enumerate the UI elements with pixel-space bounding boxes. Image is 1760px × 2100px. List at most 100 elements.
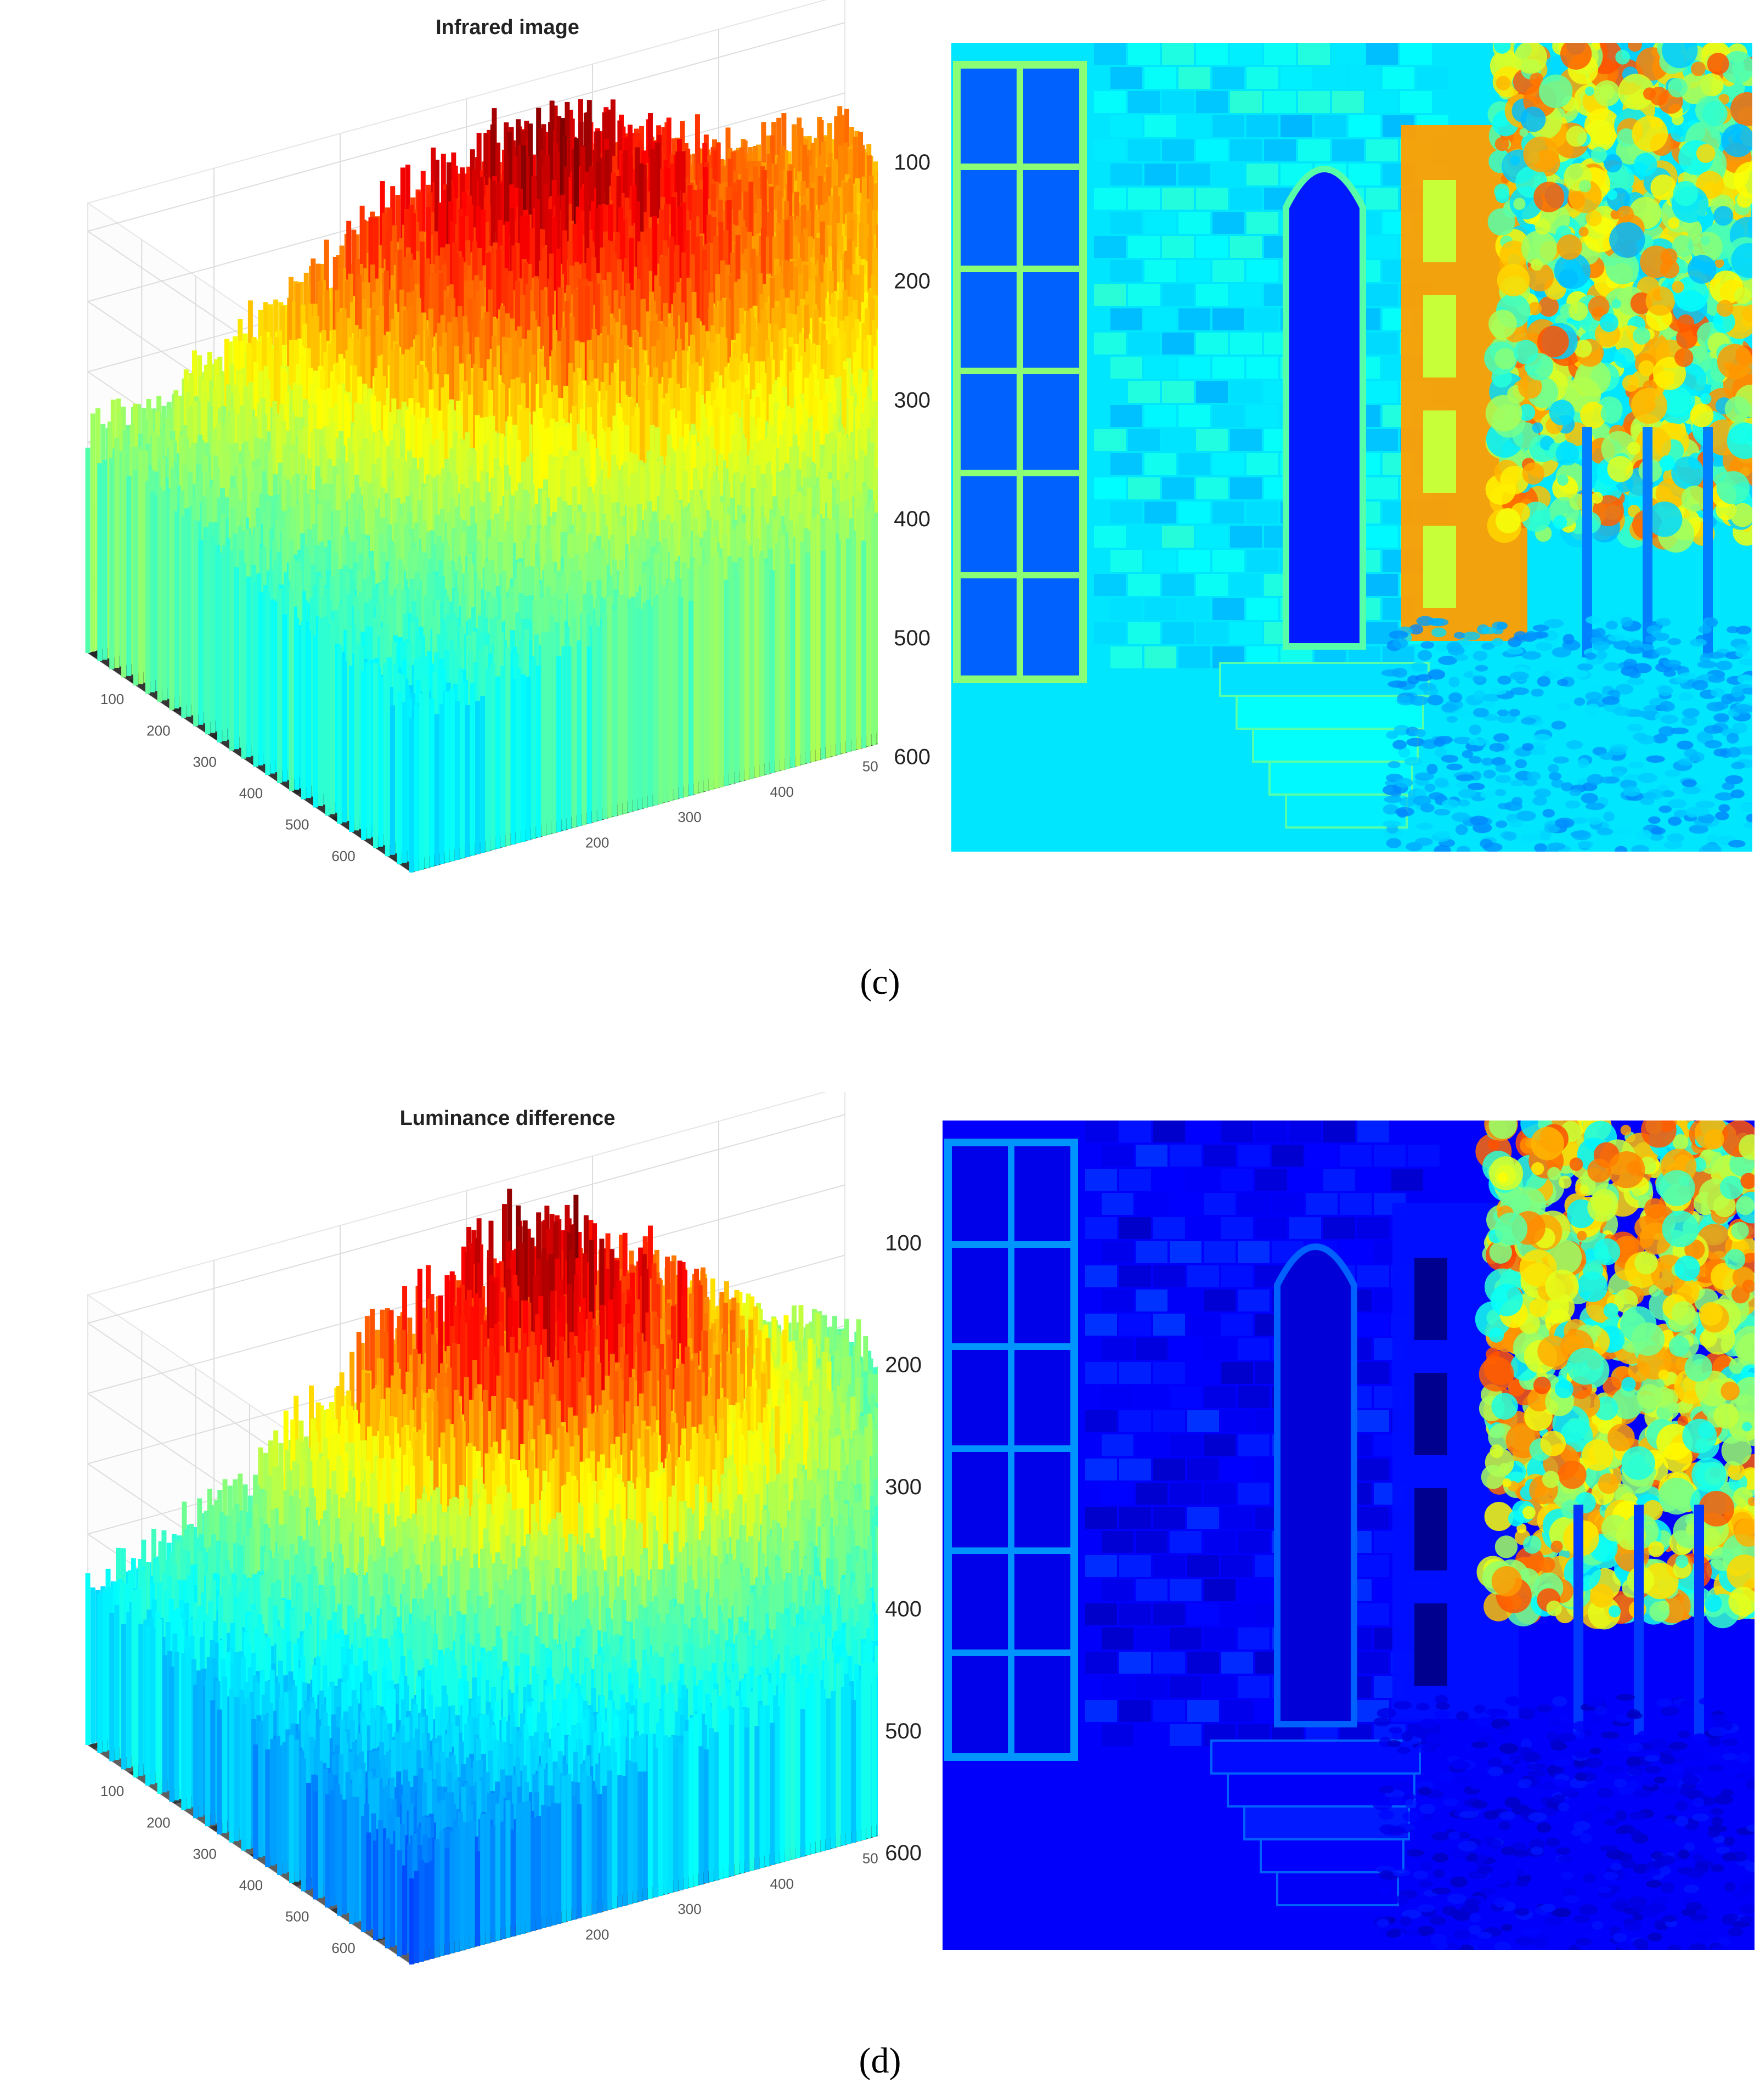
y-tick-label: 500 — [285, 817, 309, 833]
surface-column — [582, 611, 587, 825]
facade-brick — [1196, 622, 1228, 644]
surface-column — [145, 481, 150, 694]
surface-column — [724, 579, 729, 786]
surface-column — [385, 675, 390, 857]
facade-brick — [1128, 43, 1160, 65]
facade-brick — [1332, 91, 1364, 113]
surface-column — [668, 581, 673, 801]
facade-brick — [1230, 429, 1262, 451]
facade-brick — [1162, 429, 1194, 451]
surface-column — [241, 562, 246, 759]
facade-brick — [1144, 164, 1176, 185]
facade-brick — [1162, 333, 1194, 354]
surface-column — [409, 718, 414, 872]
surface-column — [638, 609, 643, 810]
surface-column — [729, 569, 734, 785]
surface-column — [597, 626, 602, 821]
facade-brick — [1162, 574, 1194, 596]
surface-column — [475, 701, 480, 854]
facade-brick — [1212, 550, 1244, 572]
surface-column — [258, 592, 263, 765]
surface-column — [470, 683, 475, 856]
facade-brick — [1162, 188, 1194, 210]
facade-brick — [1162, 284, 1194, 306]
facade-brick — [1162, 622, 1194, 644]
surface-column — [734, 573, 740, 783]
facade-brick — [1162, 91, 1194, 113]
facade-brick — [1246, 260, 1278, 282]
facade-brick — [1196, 574, 1228, 596]
surface-column — [234, 567, 239, 750]
surface-column — [282, 614, 287, 782]
surface-column — [770, 570, 775, 773]
facade-brick — [1162, 236, 1194, 258]
surface-column — [612, 610, 617, 817]
facade-brick — [1144, 67, 1176, 89]
surface-column — [361, 671, 366, 840]
step — [1236, 695, 1424, 730]
surface-column — [602, 613, 607, 820]
facade-brick — [1230, 574, 1262, 596]
facade-brick — [1366, 284, 1398, 306]
facade-brick — [1366, 477, 1398, 499]
surface-column — [556, 656, 562, 832]
facade-brick — [1230, 526, 1262, 548]
surface-column — [764, 563, 770, 775]
facade-brick — [1144, 212, 1176, 234]
surface-column — [714, 551, 719, 789]
surface-column — [810, 519, 816, 762]
surface-column — [444, 691, 450, 863]
surface-column — [454, 701, 460, 860]
surface-column — [186, 516, 191, 717]
facade-brick — [1178, 164, 1210, 185]
surface-column — [820, 550, 826, 759]
surface-column — [198, 539, 204, 725]
surface-column — [222, 545, 228, 741]
facade-brick — [1246, 357, 1278, 379]
facade-brick — [1246, 308, 1278, 330]
surface-column — [109, 458, 115, 669]
surface-column — [846, 538, 851, 752]
surface-column — [663, 585, 668, 803]
surface — [85, 99, 878, 872]
facade-brick — [1349, 115, 1380, 137]
facade-brick — [1298, 91, 1330, 113]
surface-column — [673, 582, 679, 800]
surface-column — [229, 550, 234, 751]
surface-column — [205, 536, 211, 735]
facade-brick — [1196, 284, 1228, 306]
surface-column — [510, 679, 516, 844]
facade-brick — [1178, 550, 1210, 572]
facade-brick — [1298, 43, 1330, 65]
facade-brick — [1094, 526, 1126, 548]
surface-column — [246, 576, 251, 758]
facade-brick — [1196, 477, 1228, 499]
surface-column — [800, 542, 805, 765]
surface-column — [531, 657, 536, 839]
surface-plot-infrared: Infrared image50100150200250300luminance… — [85, 0, 878, 874]
facade-brick — [1212, 115, 1244, 137]
surface-column — [253, 581, 258, 767]
surface-column — [460, 683, 465, 859]
surface-column — [301, 621, 306, 800]
surface-column — [683, 571, 689, 797]
facade-brick — [1196, 91, 1228, 113]
x-tick-label: 400 — [770, 784, 794, 800]
y-tick-label: 100 — [100, 691, 124, 707]
surface-column — [313, 635, 318, 808]
surface-column — [325, 627, 330, 816]
facade-brick — [1280, 67, 1312, 89]
far-window — [1423, 410, 1456, 493]
surface-column — [265, 591, 270, 775]
facade-brick — [1128, 139, 1160, 161]
surface-column — [586, 646, 592, 824]
facade-brick — [1196, 429, 1228, 451]
surface-column — [366, 663, 371, 839]
far-window — [1423, 180, 1456, 262]
facade-brick — [1246, 164, 1278, 185]
facade-brick — [1264, 139, 1296, 161]
surface-column — [289, 588, 294, 791]
surface-column — [419, 693, 425, 870]
facade-brick — [1110, 308, 1142, 330]
